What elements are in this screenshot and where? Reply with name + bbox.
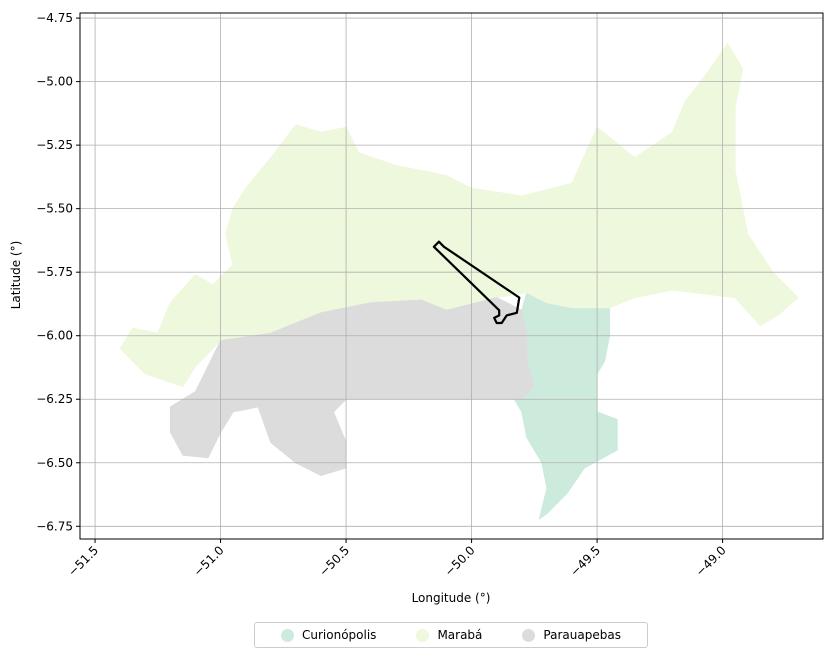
x-axis-label: Longitude (°) (412, 591, 491, 605)
y-tick-label: −6.75 (36, 519, 73, 533)
x-tick-label: −51.5 (65, 543, 101, 579)
y-tick-label: −6.50 (36, 456, 73, 470)
legend-marker-curionopolis (281, 628, 294, 642)
y-tick-label: −5.75 (36, 265, 73, 279)
grid-lines (80, 13, 823, 539)
legend-marker-parauapebas (522, 628, 536, 642)
x-tick-label: −50.0 (442, 543, 478, 579)
region-parauapebas (169, 297, 535, 477)
y-axis-label: Latitude (°) (9, 241, 23, 310)
outline-layer (432, 240, 521, 325)
legend-item-maraba: Marabá (416, 628, 482, 642)
outlined-area (432, 240, 521, 325)
x-tick-label: −51.0 (191, 543, 227, 579)
y-tick-label: −4.75 (36, 11, 73, 25)
y-tick-label: −5.00 (36, 75, 73, 89)
y-tick-label: −5.25 (36, 138, 73, 152)
y-tick-label: −5.50 (36, 202, 73, 216)
y-tick-label: −6.25 (36, 392, 73, 406)
legend-label-curionopolis: Curionópolis (302, 628, 377, 642)
x-tick-label: −50.5 (316, 543, 352, 579)
legend-label-parauapebas: Parauapebas (543, 628, 621, 642)
legend-item-parauapebas: Parauapebas (522, 628, 621, 642)
y-tick-label: −6.00 (36, 329, 73, 343)
plot-frame (79, 12, 824, 540)
region-curionopolis (513, 291, 618, 520)
legend: Curionópolis Marabá Parauapebas (254, 622, 648, 648)
x-tick-label: −49.0 (693, 543, 729, 579)
region-layer (119, 42, 799, 520)
legend-item-curionopolis: Curionópolis (281, 628, 376, 642)
legend-marker-maraba (416, 628, 430, 642)
legend-label-maraba: Marabá (437, 628, 483, 642)
x-tick-label: −49.5 (567, 543, 603, 579)
